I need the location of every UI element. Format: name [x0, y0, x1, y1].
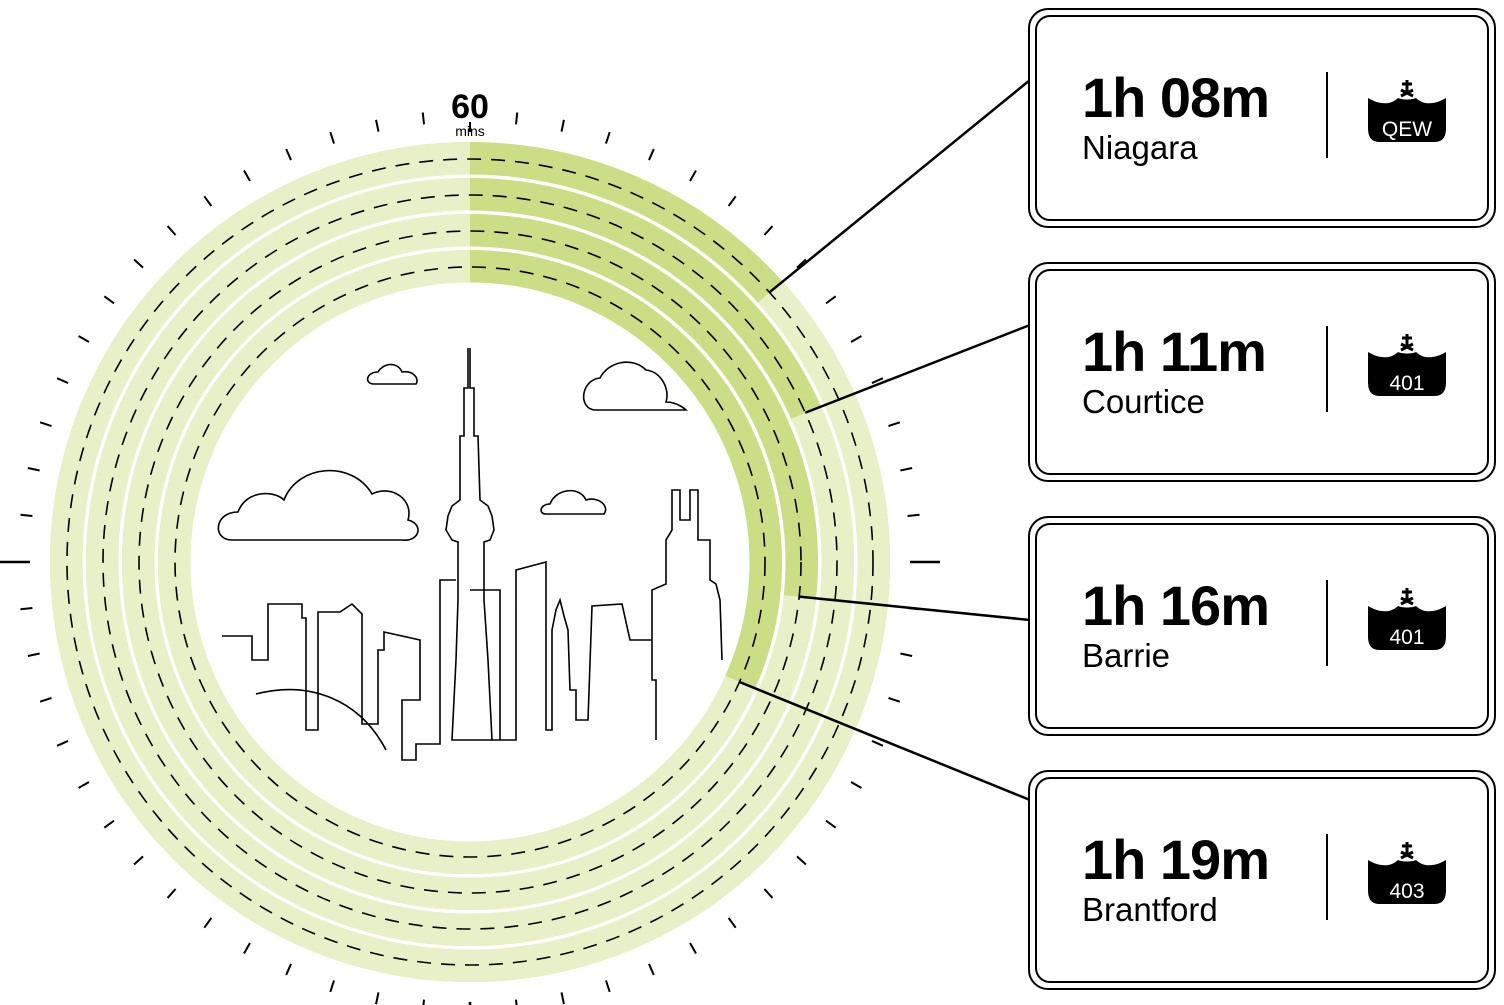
minute-tick	[649, 149, 654, 160]
minute-tick	[764, 226, 772, 235]
minute-tick	[286, 964, 291, 975]
minute-tick	[764, 889, 772, 898]
highway-number: 401	[1389, 626, 1424, 649]
minute-tick	[561, 992, 563, 1004]
minute-tick	[28, 653, 40, 655]
route-card-brantford: 1h 19m Brantford 403	[1028, 770, 1496, 990]
minute-tick	[244, 171, 250, 181]
minute-tick	[888, 422, 899, 426]
highway-number: 401	[1389, 372, 1424, 395]
minute-tick	[872, 741, 883, 746]
minute-tick	[690, 171, 696, 181]
minute-tick	[606, 980, 610, 991]
route-city: Barrie	[1082, 638, 1170, 674]
minute-tick	[376, 992, 378, 1004]
minute-tick	[330, 980, 334, 991]
route-time: 1h 16m	[1082, 578, 1269, 634]
route-city: Niagara	[1082, 130, 1198, 166]
minute-tick	[40, 422, 51, 426]
minute-tick	[134, 260, 143, 268]
minute-tick	[40, 698, 51, 702]
scale-unit: mins	[420, 124, 520, 138]
route-time: 1h 19m	[1082, 832, 1269, 888]
route-time: 1h 08m	[1082, 70, 1269, 126]
minute-tick	[168, 889, 176, 898]
minute-tick	[690, 943, 696, 953]
minute-tick	[561, 120, 563, 132]
minute-tick	[649, 964, 654, 975]
minute-tick	[516, 1000, 517, 1005]
card-divider	[1326, 326, 1328, 412]
minute-tick	[28, 468, 40, 470]
crown-shield-icon: QEW	[1364, 78, 1450, 154]
minute-tick	[851, 782, 861, 788]
minute-tick	[204, 196, 211, 206]
highway-number: QEW	[1382, 118, 1432, 141]
minute-tick	[244, 943, 250, 953]
route-card-niagara: 1h 08m Niagara QEW	[1028, 8, 1496, 228]
minute-tick	[729, 918, 736, 928]
minute-tick	[826, 821, 836, 828]
minute-tick	[134, 856, 143, 864]
minute-tick	[330, 132, 334, 143]
card-divider	[1326, 834, 1328, 920]
route-city: Brantford	[1082, 892, 1218, 928]
minute-tick	[104, 821, 114, 828]
crown-shield-icon: 403	[1364, 840, 1450, 916]
minute-tick	[797, 856, 806, 864]
minute-tick	[908, 515, 920, 516]
minute-tick	[888, 698, 899, 702]
scale-label: 60 mins	[420, 90, 520, 138]
minute-tick	[20, 515, 32, 516]
minute-tick	[900, 468, 912, 470]
minute-tick	[168, 226, 176, 235]
route-card-barrie: 1h 16m Barrie 401	[1028, 516, 1496, 736]
minute-tick	[79, 336, 89, 342]
minute-tick	[606, 132, 610, 143]
route-time: 1h 11m	[1082, 324, 1266, 380]
minute-tick	[826, 296, 836, 303]
minute-tick	[376, 120, 378, 132]
minute-tick	[423, 1000, 424, 1005]
scale-value: 60	[420, 90, 520, 124]
card-divider	[1326, 72, 1328, 158]
minute-tick	[104, 296, 114, 303]
highway-number: 403	[1389, 880, 1424, 903]
minute-tick	[204, 918, 211, 928]
minute-tick	[79, 782, 89, 788]
crown-shield-icon: 401	[1364, 332, 1450, 408]
card-divider	[1326, 580, 1328, 666]
route-city: Courtice	[1082, 384, 1205, 420]
minute-tick	[286, 149, 291, 160]
route-connector	[769, 80, 1030, 292]
minute-tick	[57, 378, 68, 383]
route-rings	[67, 159, 873, 965]
minute-tick	[57, 741, 68, 746]
minute-tick	[851, 336, 861, 342]
minute-tick	[20, 608, 32, 609]
minute-tick	[900, 653, 912, 655]
route-card-courtice: 1h 11m Courtice 401	[1028, 262, 1496, 482]
minute-tick	[729, 196, 736, 206]
crown-shield-icon: 401	[1364, 586, 1450, 662]
